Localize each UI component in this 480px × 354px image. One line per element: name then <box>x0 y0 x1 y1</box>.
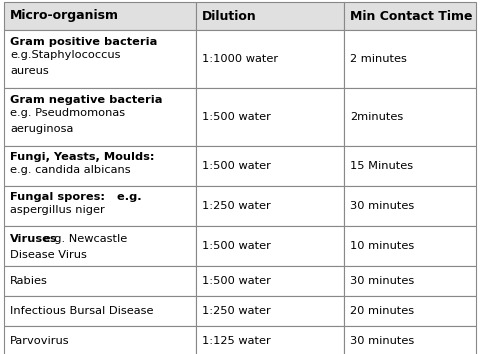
Bar <box>4 266 196 296</box>
Text: e.g. Newcastle: e.g. Newcastle <box>40 234 127 244</box>
Text: Viruses: Viruses <box>10 234 58 244</box>
Text: 1:500 water: 1:500 water <box>202 161 271 171</box>
Text: Infectious Bursal Disease: Infectious Bursal Disease <box>10 306 154 316</box>
Bar <box>196 146 344 186</box>
Text: 30 minutes: 30 minutes <box>350 276 414 286</box>
Text: aspergillus niger: aspergillus niger <box>10 205 105 215</box>
Text: 20 minutes: 20 minutes <box>350 306 414 316</box>
Text: Fungi, Yeasts, Moulds:: Fungi, Yeasts, Moulds: <box>10 152 155 162</box>
Bar <box>4 146 196 186</box>
Bar <box>344 186 476 226</box>
Bar <box>196 30 344 88</box>
Text: 1:500 water: 1:500 water <box>202 112 271 122</box>
Bar <box>344 146 476 186</box>
Bar <box>196 2 344 30</box>
Bar <box>344 326 476 354</box>
Text: 30 minutes: 30 minutes <box>350 336 414 346</box>
Text: Dilution: Dilution <box>202 10 257 23</box>
Bar <box>196 88 344 146</box>
Text: 30 minutes: 30 minutes <box>350 201 414 211</box>
Bar <box>344 226 476 266</box>
Text: 2minutes: 2minutes <box>350 112 403 122</box>
Text: 10 minutes: 10 minutes <box>350 241 414 251</box>
Text: 15 Minutes: 15 Minutes <box>350 161 413 171</box>
Bar <box>4 326 196 354</box>
Text: e.g. candida albicans: e.g. candida albicans <box>10 165 131 175</box>
Bar <box>344 30 476 88</box>
Text: e.g.Staphylococcus: e.g.Staphylococcus <box>10 50 120 60</box>
Text: Fungal spores:   e.g.: Fungal spores: e.g. <box>10 192 142 202</box>
Bar <box>196 226 344 266</box>
Bar <box>196 326 344 354</box>
Bar <box>4 2 196 30</box>
Text: Min Contact Time: Min Contact Time <box>350 10 472 23</box>
Text: 1:1000 water: 1:1000 water <box>202 54 278 64</box>
Text: e.g. Pseudmomonas: e.g. Pseudmomonas <box>10 108 125 118</box>
Text: aeruginosa: aeruginosa <box>10 124 73 135</box>
Bar <box>4 88 196 146</box>
Text: aureus: aureus <box>10 67 49 76</box>
Bar <box>344 88 476 146</box>
Text: Micro-organism: Micro-organism <box>10 10 119 23</box>
Text: Gram negative bacteria: Gram negative bacteria <box>10 95 163 104</box>
Bar <box>196 296 344 326</box>
Text: Parvovirus: Parvovirus <box>10 336 70 346</box>
Bar <box>4 186 196 226</box>
Text: Rabies: Rabies <box>10 276 48 286</box>
Bar <box>196 186 344 226</box>
Bar <box>4 296 196 326</box>
Bar <box>4 226 196 266</box>
Text: 1:500 water: 1:500 water <box>202 241 271 251</box>
Text: 1:250 water: 1:250 water <box>202 306 271 316</box>
Text: 1:125 water: 1:125 water <box>202 336 271 346</box>
Text: Disease Virus: Disease Virus <box>10 250 87 260</box>
Text: Gram positive bacteria: Gram positive bacteria <box>10 36 157 47</box>
Text: 2 minutes: 2 minutes <box>350 54 407 64</box>
Bar <box>344 2 476 30</box>
Text: 1:250 water: 1:250 water <box>202 201 271 211</box>
Bar <box>344 266 476 296</box>
Bar <box>4 30 196 88</box>
Bar <box>196 266 344 296</box>
Text: 1:500 water: 1:500 water <box>202 276 271 286</box>
Bar <box>344 296 476 326</box>
